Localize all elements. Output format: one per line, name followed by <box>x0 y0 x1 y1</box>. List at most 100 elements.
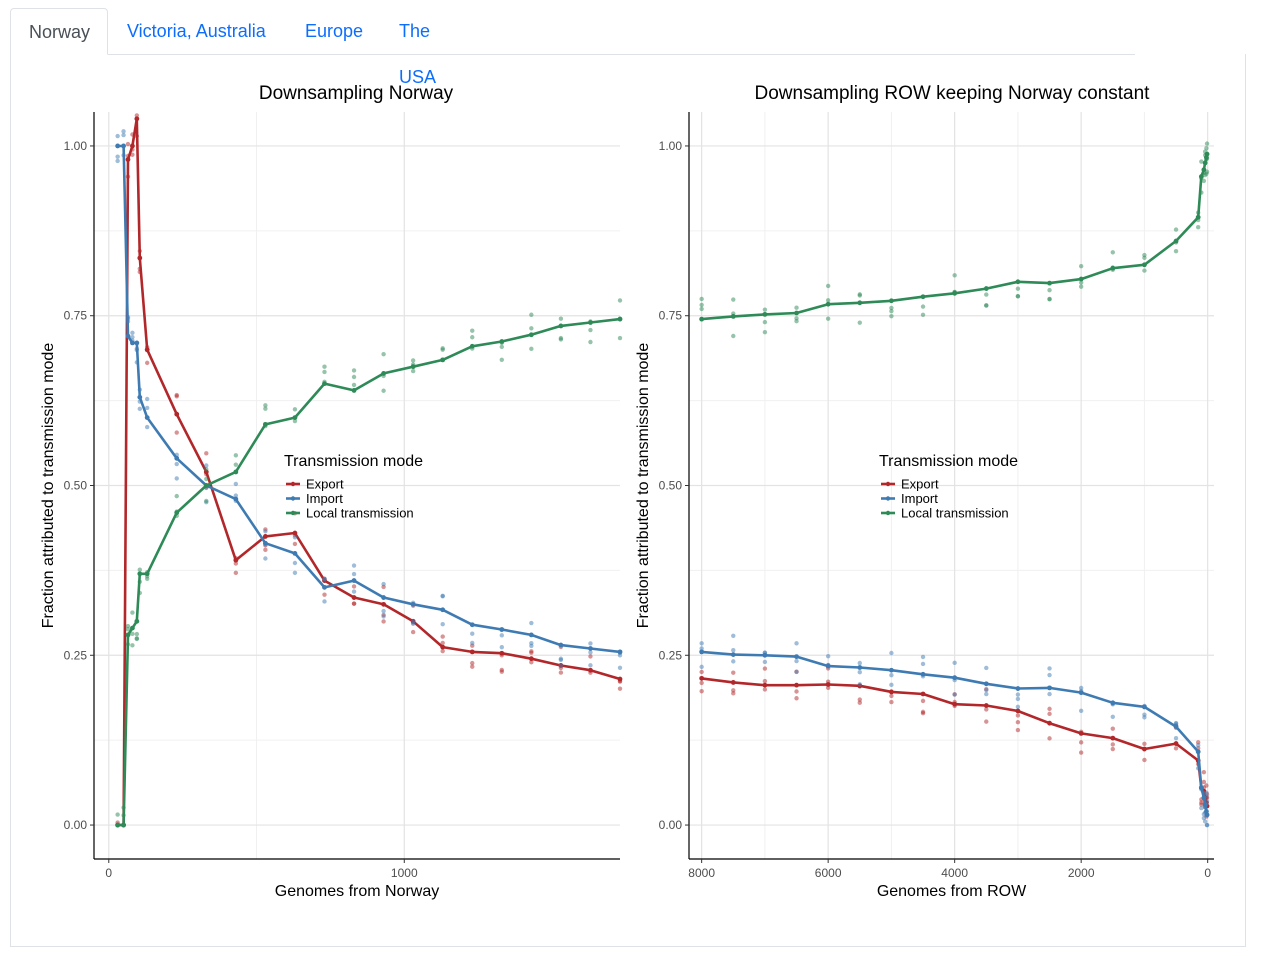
import-replicate-point <box>825 654 831 659</box>
export-point <box>588 667 593 673</box>
export-replicate-point <box>762 666 768 671</box>
tab-europe[interactable]: Europe <box>305 21 364 41</box>
import-series-line <box>117 144 621 654</box>
export-replicate-point <box>558 670 564 675</box>
export-replicate-point <box>470 660 475 666</box>
import-point <box>889 667 894 673</box>
import-replicate-point <box>794 669 799 675</box>
import-replicate-point <box>263 529 268 534</box>
tab-victoria-australia[interactable]: Victoria, Australia <box>127 21 266 41</box>
export-point <box>144 347 150 353</box>
import-replicate-point <box>617 653 623 658</box>
legend-label-local-transmission: Local transmission <box>901 506 1009 521</box>
local-transmission-replicate-point <box>144 576 150 581</box>
local-transmission-replicate-point <box>233 453 239 458</box>
export-replicate-point <box>1047 711 1052 717</box>
import-replicate-point <box>1047 672 1052 678</box>
export-replicate-point <box>1201 779 1207 785</box>
legend-label-export: Export <box>306 477 344 492</box>
local-transmission-replicate-point <box>130 631 135 637</box>
export-point <box>262 534 268 539</box>
import-replicate-point <box>130 330 135 336</box>
import-replicate-point <box>1204 822 1210 828</box>
tab-the-usa[interactable]: The USA <box>399 21 437 87</box>
import-replicate-point <box>322 599 327 604</box>
import-replicate-point <box>292 535 298 540</box>
legend-key-point <box>290 481 296 487</box>
export-replicate-point <box>920 709 926 715</box>
y-tick-label: 0.75 <box>64 309 88 323</box>
local-transmission-point <box>920 294 926 300</box>
import-point <box>1201 795 1207 801</box>
local-transmission-replicate-point <box>1110 250 1115 255</box>
local-transmission-replicate-point <box>1204 146 1209 151</box>
local-transmission-replicate-point <box>470 335 475 340</box>
export-replicate-point <box>762 678 768 684</box>
import-replicate-point <box>440 593 445 598</box>
import-replicate-point <box>617 665 623 671</box>
export-replicate-point <box>1110 746 1115 752</box>
x-axis-title: Genomes from Norway <box>275 883 440 900</box>
import-point <box>469 622 475 628</box>
local-transmission-replicate-point <box>233 462 239 467</box>
export-point <box>920 691 926 697</box>
local-transmission-replicate-point <box>134 636 140 642</box>
export-point <box>1110 735 1116 741</box>
local-transmission-replicate-point <box>381 388 386 393</box>
export-point <box>351 595 357 600</box>
import-point <box>440 607 446 613</box>
y-tick-label: 0.00 <box>64 818 88 832</box>
import-replicate-point <box>952 692 957 697</box>
local-transmission-replicate-point <box>1015 286 1021 291</box>
export-replicate-point <box>920 698 926 704</box>
export-point <box>699 675 705 681</box>
import-point <box>730 652 736 657</box>
import-replicate-point <box>857 682 862 687</box>
local-transmission-point <box>134 618 140 624</box>
export-point <box>825 682 831 687</box>
export-replicate-point <box>174 392 179 398</box>
local-transmission-point <box>292 415 298 420</box>
local-transmission-point <box>137 571 143 577</box>
export-replicate-point <box>731 688 736 693</box>
import-replicate-point <box>381 581 386 587</box>
local-transmission-point <box>1015 279 1021 285</box>
import-replicate-point <box>588 650 593 655</box>
import-replicate-point <box>699 646 704 651</box>
import-point <box>1078 690 1084 696</box>
y-tick-label: 0.00 <box>659 818 683 832</box>
export-replicate-point <box>204 451 209 456</box>
export-point <box>889 689 894 695</box>
import-replicate-point <box>1173 720 1179 726</box>
export-point <box>469 649 475 655</box>
chart-title: Downsampling ROW keeping Norway constant <box>755 83 1151 104</box>
local-transmission-replicate-point <box>470 328 475 333</box>
export-replicate-point <box>130 152 135 157</box>
export-point <box>1015 708 1021 714</box>
local-transmission-point <box>889 298 894 304</box>
legend-label-local-transmission: Local transmission <box>306 506 414 521</box>
import-replicate-point <box>1015 704 1021 710</box>
local-transmission-point <box>699 316 705 322</box>
import-replicate-point <box>699 664 704 670</box>
local-transmission-replicate-point <box>617 298 623 303</box>
local-transmission-replicate-point <box>617 335 623 341</box>
import-replicate-point <box>351 571 357 577</box>
import-point <box>762 652 768 658</box>
tab-norway[interactable]: Norway <box>10 8 108 55</box>
local-transmission-replicate-point <box>794 305 799 310</box>
local-transmission-replicate-point <box>410 368 416 374</box>
export-point <box>1142 746 1147 752</box>
legend-key-point <box>290 510 296 516</box>
local-transmission-replicate-point <box>322 364 327 369</box>
import-series-line <box>701 650 1209 816</box>
local-transmission-replicate-point <box>351 382 357 388</box>
export-point <box>952 701 958 707</box>
local-transmission-replicate-point <box>1173 248 1179 254</box>
import-point <box>174 455 180 461</box>
local-transmission-replicate-point <box>130 643 135 648</box>
legend-key-point <box>885 481 891 487</box>
legend-key-point <box>290 496 296 501</box>
export-point <box>233 557 239 563</box>
